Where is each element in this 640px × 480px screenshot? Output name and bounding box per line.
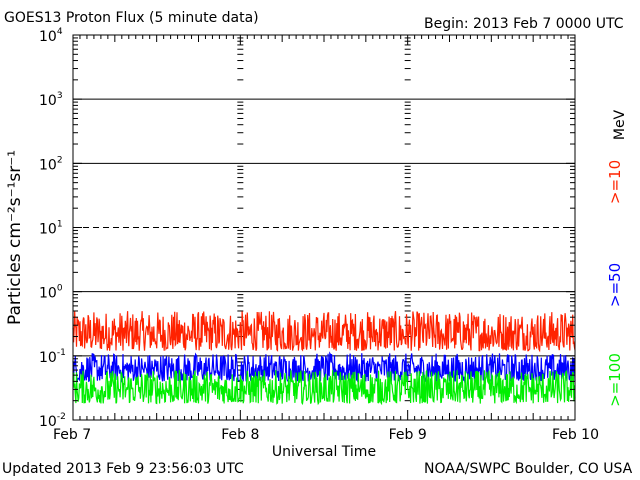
legend-label: >=10 [606, 160, 624, 204]
begin-time: Begin: 2013 Feb 7 0000 UTC [424, 16, 624, 32]
unit-label: MeV [612, 109, 628, 140]
y-tick-label: 100 [39, 284, 63, 302]
y-tick-label: 101 [39, 220, 63, 238]
x-tick-label: Feb 10 [552, 427, 599, 443]
y-tick-label: 104 [39, 27, 63, 45]
y-tick-label: 102 [39, 155, 63, 173]
y-tick-label: 103 [39, 91, 63, 109]
x-axis-label: Universal Time [272, 444, 376, 460]
chart-title: GOES13 Proton Flux (5 minute data) [4, 10, 259, 26]
legend-label: >=50 [606, 263, 624, 307]
x-tick-label: Feb 8 [221, 427, 259, 443]
series-line-0 [72, 311, 576, 353]
x-tick-label: Feb 7 [53, 427, 91, 443]
x-tick-label: Feb 9 [389, 427, 427, 443]
legend-label: >=100 [606, 353, 624, 407]
y-tick-label: 10-2 [39, 412, 66, 430]
series-line-2 [72, 369, 576, 406]
y-axis-label: Particles cm⁻²s⁻¹sr⁻¹ [5, 150, 25, 325]
y-tick-label: 10-1 [39, 348, 66, 366]
plot-frame [72, 34, 576, 421]
updated-timestamp: Updated 2013 Feb 9 23:56:03 UTC [2, 461, 244, 477]
source-credit: NOAA/SWPC Boulder, CO USA [424, 461, 633, 477]
